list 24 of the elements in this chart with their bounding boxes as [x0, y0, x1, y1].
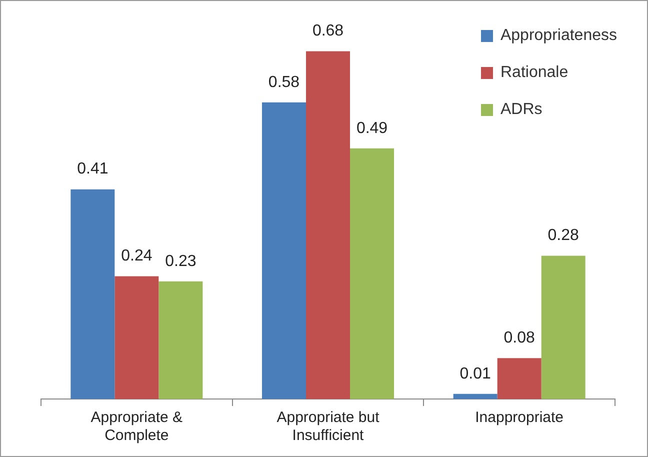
data-label: 0.01	[460, 365, 491, 382]
data-label: 0.68	[312, 22, 344, 40]
data-label: 0.24	[121, 248, 152, 265]
x-tick-label: Inappropriate	[475, 409, 564, 426]
bar	[541, 256, 586, 399]
bar	[70, 189, 115, 399]
bar	[262, 102, 306, 399]
bar	[114, 276, 159, 399]
bar	[158, 281, 203, 399]
data-label: 0.08	[504, 329, 536, 346]
bar	[350, 148, 394, 399]
bar	[497, 358, 542, 399]
data-label: 0.49	[356, 120, 388, 137]
x-tick-label: Appropriate but Insufficient	[276, 409, 380, 444]
data-label: 0.58	[268, 74, 300, 91]
legend-label: Appropriateness	[500, 27, 617, 45]
legend-label: ADRs	[500, 101, 542, 119]
bar	[306, 51, 350, 399]
data-label: 0.41	[77, 160, 108, 178]
legend-label: Rationale	[500, 64, 568, 82]
x-tick-label: Appropriate & Complete	[90, 409, 183, 444]
data-label: 0.23	[165, 252, 196, 270]
bar	[453, 394, 498, 399]
data-label: 0.28	[548, 227, 580, 244]
